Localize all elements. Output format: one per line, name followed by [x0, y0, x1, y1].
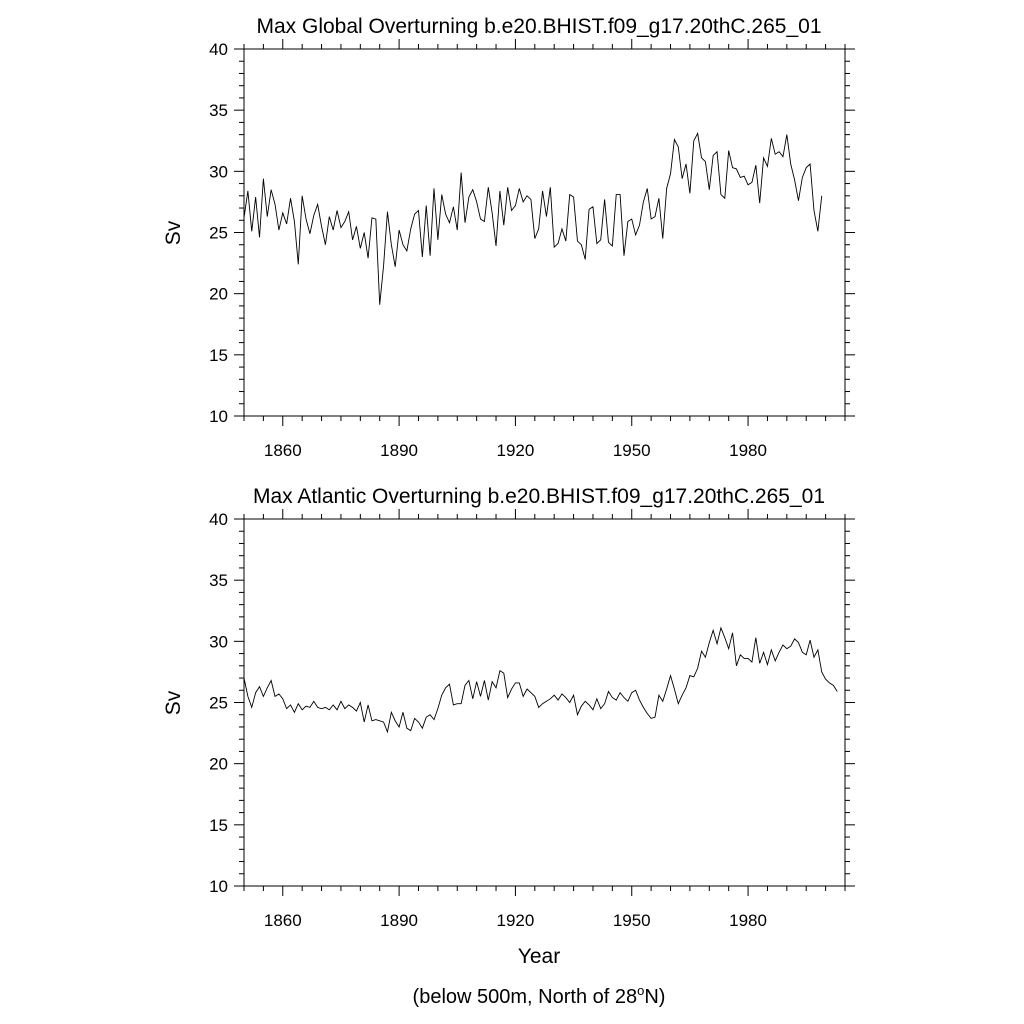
- atlantic-ticks: [234, 509, 855, 896]
- atlantic-y-tick-label: 25: [209, 694, 228, 713]
- atlantic-chart-title: Max Atlantic Overturning b.e20.BHIST.f09…: [253, 485, 825, 508]
- global-x-tick-label: 1920: [497, 441, 535, 460]
- atlantic-overturning-panel: Max Atlantic Overturning b.e20.BHIST.f09…: [162, 485, 855, 968]
- global-y-tick-label: 35: [209, 101, 228, 120]
- global-tick-labels: 10 15 20 25 30 35 40 1860 1890 1920 1950 1980: [209, 40, 767, 460]
- global-y-axis-title: Sv: [162, 220, 185, 245]
- footnote: (below 500m, North of 28oN): [413, 983, 666, 1008]
- global-chart-title: Max Global Overturning b.e20.BHIST.f09_g…: [256, 15, 821, 38]
- global-x-tick-label: 1950: [613, 441, 651, 460]
- global-x-tick-label: 1980: [729, 441, 767, 460]
- atlantic-y-tick-label: 10: [209, 877, 228, 896]
- footnote-prefix: (below 500m, North of 28: [413, 986, 638, 1008]
- global-overturning-panel: Max Global Overturning b.e20.BHIST.f09_g…: [162, 15, 855, 460]
- atlantic-x-tick-label: 1950: [613, 911, 651, 930]
- atlantic-x-tick-label: 1920: [497, 911, 535, 930]
- atlantic-x-tick-label: 1980: [729, 911, 767, 930]
- global-plot-frame: [243, 48, 846, 417]
- atlantic-y-axis-title: Sv: [162, 690, 185, 715]
- global-y-tick-label: 25: [209, 224, 228, 243]
- global-x-tick-label: 1890: [380, 441, 418, 460]
- footnote-superscript: o: [637, 983, 644, 998]
- atlantic-y-tick-label: 30: [209, 632, 228, 651]
- global-y-tick-label: 10: [209, 407, 228, 426]
- atlantic-y-tick-label: 35: [209, 571, 228, 590]
- atlantic-tick-labels: 10 15 20 25 30 35 40 1860 1890 1920 1950 1980: [209, 510, 767, 930]
- x-axis-title: Year: [518, 945, 560, 968]
- atlantic-x-tick-label: 1890: [380, 911, 418, 930]
- global-y-tick-label: 15: [209, 346, 228, 365]
- atlantic-y-tick-label: 40: [209, 510, 228, 529]
- global-ticks: [234, 39, 855, 426]
- atlantic-y-tick-label: 20: [209, 755, 228, 774]
- footnote-suffix: N): [644, 986, 665, 1008]
- global-overturning-series-line: [243, 132, 823, 305]
- global-y-tick-label: 40: [209, 40, 228, 59]
- global-y-tick-label: 20: [209, 285, 228, 304]
- global-x-tick-label: 1860: [264, 441, 302, 460]
- global-y-tick-label: 30: [209, 162, 228, 181]
- atlantic-overturning-series-line: [243, 626, 838, 734]
- atlantic-x-tick-label: 1860: [264, 911, 302, 930]
- atlantic-y-tick-label: 15: [209, 816, 228, 835]
